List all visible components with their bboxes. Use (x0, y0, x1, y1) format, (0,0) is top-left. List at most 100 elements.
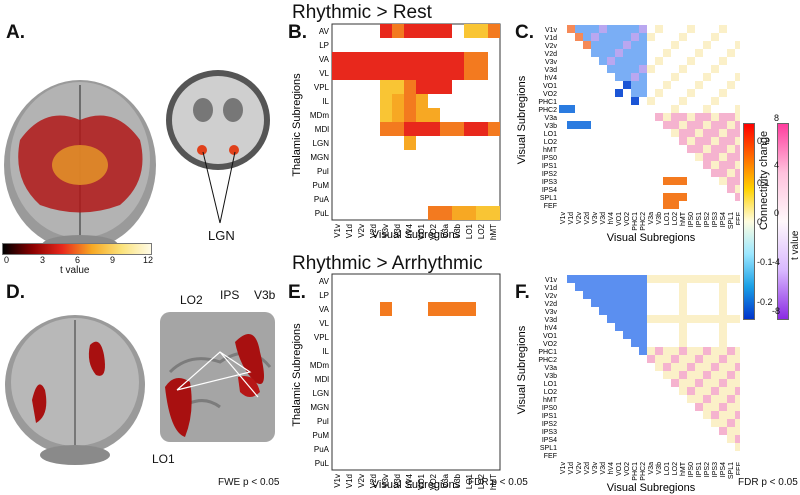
matrix-cell (703, 137, 711, 145)
matrix-cell (711, 129, 719, 137)
matrix-cell (719, 169, 727, 177)
connectivity-colorbar (743, 123, 755, 320)
heatmap-cell (332, 66, 344, 80)
row-label: V3b (545, 123, 558, 130)
col-label: V2v (576, 212, 583, 225)
panel-label-a: A. (6, 22, 25, 43)
matrix-f: V1vV1vV1dV1dV2vV2vV2dV2dV3vV3vV3dV3dhV4h… (516, 275, 740, 494)
col-label: hV4 (608, 462, 615, 475)
tv-tick-8: 8 (774, 113, 780, 123)
matrix-cell (703, 363, 711, 371)
matrix-cell (591, 291, 599, 299)
matrix-cell (679, 331, 687, 339)
matrix-cell (711, 315, 719, 323)
matrix-cell (703, 371, 711, 379)
heatmap-cell (428, 52, 440, 66)
matrix-cell (695, 113, 703, 121)
matrix-cell (703, 153, 711, 161)
matrix-cell (727, 427, 735, 435)
matrix-cell (719, 25, 727, 33)
matrix-cell (687, 387, 695, 395)
conn-tick-5: -0.2 (757, 297, 773, 307)
matrix-cell (711, 403, 719, 411)
matrix-cell (615, 41, 623, 49)
col-label: IPS2 (704, 212, 711, 227)
matrix-cell (695, 153, 703, 161)
row-label: AV (319, 277, 330, 286)
matrix-cell (679, 291, 687, 299)
row-label: IPS0 (542, 155, 557, 162)
matrix-cell (655, 315, 663, 323)
matrix-cell (679, 371, 687, 379)
matrix-cell (623, 41, 631, 49)
matrix-cell (727, 81, 735, 89)
matrix-cell (719, 331, 727, 339)
matrix-cell (719, 299, 727, 307)
matrix-cell (735, 185, 740, 193)
col-label: IPS0 (688, 462, 695, 477)
matrix-cell (599, 57, 607, 65)
matrix-cell (631, 49, 639, 57)
matrix-cell (575, 25, 583, 33)
heatmap-cell (416, 108, 428, 122)
matrix-cell (711, 347, 719, 355)
heatmap-cell (380, 122, 392, 136)
matrix-cell (711, 121, 719, 129)
matrix-cell (671, 177, 679, 185)
matrix-cell (631, 97, 639, 105)
matrix-cell (663, 363, 671, 371)
matrix-cell (711, 113, 719, 121)
matrix-cell (719, 129, 727, 137)
matrix-cell (639, 81, 647, 89)
matrix-cell (727, 387, 735, 395)
matrix-cell (727, 161, 735, 169)
row-label: MDl (315, 125, 329, 134)
matrix-cell (735, 411, 740, 419)
heatmap-cell (380, 108, 392, 122)
col-label: IPS0 (688, 212, 695, 227)
col-label: IPS3 (712, 462, 719, 477)
col-label: VO2 (429, 473, 438, 490)
matrix-cell (695, 387, 703, 395)
col-label: V1d (568, 212, 575, 225)
matrix-cell (687, 121, 695, 129)
row-label: VO2 (543, 341, 557, 348)
matrix-cell (663, 193, 671, 201)
matrix-cell (735, 145, 740, 153)
col-label: V3v (592, 462, 599, 475)
matrix-cell (695, 363, 703, 371)
matrix-cell (727, 419, 735, 427)
matrix-cell (623, 73, 631, 81)
row-label: V3v (545, 59, 558, 66)
row-label: VA (319, 55, 330, 64)
matrix-cell (671, 193, 679, 201)
row-label: LP (319, 291, 329, 300)
matrix-cell (583, 25, 591, 33)
matrix-cell (695, 315, 703, 323)
row-label: V3b (545, 373, 558, 380)
col-label: hMT (489, 474, 498, 490)
matrix-cell (623, 65, 631, 73)
matrix-cell (719, 307, 727, 315)
conn-tick-4: -0.1 (757, 257, 773, 267)
matrix-cell (639, 323, 647, 331)
heatmap-cell (368, 66, 380, 80)
heatmap-cell (380, 94, 392, 108)
heatmap-cell (464, 302, 476, 316)
matrix-cell (703, 387, 711, 395)
matrix-cell (719, 379, 727, 387)
col-label: V2v (357, 474, 366, 488)
matrix-cell (679, 121, 687, 129)
matrix-cell (719, 113, 727, 121)
matrix-cell (615, 323, 623, 331)
matrix-cell (647, 97, 655, 105)
fdr-stat-f: FDR p < 0.05 (738, 477, 798, 488)
heatmap-cell (380, 302, 392, 316)
matrix-cell (607, 65, 615, 73)
matrix-cell (719, 283, 727, 291)
matrix-cell (719, 177, 727, 185)
row-label: VPL (314, 83, 330, 92)
tv-tick-4: 4 (774, 160, 780, 170)
t-value-colorbar-2-label: t value (790, 230, 800, 260)
matrix-cell (727, 435, 735, 443)
